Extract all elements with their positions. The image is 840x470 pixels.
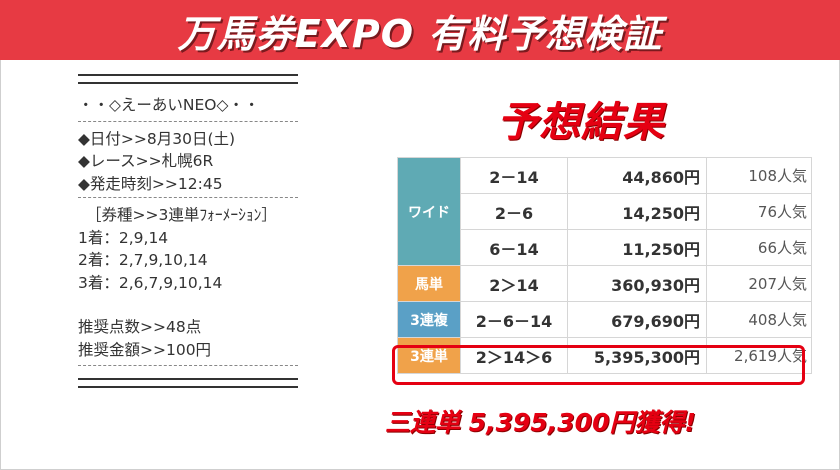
first-place: 1着：2,9,14 xyxy=(78,228,169,247)
payout-cell: 14,250円 xyxy=(567,193,707,230)
prediction-panel: ・・◇えーあいNEO◇・・ ◆日付>>8月30日(土) ◆レース>>札幌6R ◆… xyxy=(78,74,298,388)
combo-cell: 2－14 xyxy=(460,157,568,194)
table-row: 馬単 2＞14 360,930円 207人気 xyxy=(397,265,812,302)
double-rule-bottom xyxy=(78,378,298,388)
table-row: 3連単 2＞14＞6 5,395,300円 2,619人気 xyxy=(397,337,812,374)
category-sanrenpuku: 3連複 xyxy=(397,301,461,338)
category-umatan: 馬単 xyxy=(397,265,461,302)
combo-cell: 2＞14＞6 xyxy=(460,337,568,374)
combo-cell: 2－6 xyxy=(460,193,568,230)
combo-cell: 2＞14 xyxy=(460,265,568,302)
third-place: 3着：2,6,7,9,10,14 xyxy=(78,273,223,292)
category-wide: ワイド xyxy=(397,157,461,266)
dashed-divider xyxy=(78,120,298,122)
popularity-cell: 108人気 xyxy=(706,157,812,194)
table-row: 6－14 11,250円 66人気 xyxy=(398,229,812,266)
sanrentan-highlight-box xyxy=(392,345,805,385)
popularity-cell: 2,619人気 xyxy=(706,337,812,374)
payout-cell: 679,690円 xyxy=(567,301,707,338)
start-time: ◆発走時刻>>12:45 xyxy=(78,174,223,193)
recommended-points: 推奨点数>>48点 xyxy=(78,318,202,336)
result-heading: 予想結果 xyxy=(497,98,665,146)
recommended-amount: 推奨金額>>100円 xyxy=(78,340,212,359)
popularity-cell: 76人気 xyxy=(706,193,812,230)
payout-cell: 11,250円 xyxy=(567,229,707,266)
spacer xyxy=(78,294,298,316)
table-row: 3連複 2－6－14 679,690円 408人気 xyxy=(397,301,812,338)
race-date: ◆日付>>8月30日(土) xyxy=(78,129,236,148)
gain-text: 三連単 5,395,300円獲得! xyxy=(385,408,696,437)
ticket-type: ［券種>>3連単ﾌｫｰﾒｰｼｮﾝ］ xyxy=(86,206,277,224)
dashed-divider xyxy=(78,365,298,366)
combo-cell: 6－14 xyxy=(460,229,568,266)
predictor-name: ・・◇えーあいNEO◇・・ xyxy=(78,96,260,114)
payout-cell: 360,930円 xyxy=(567,265,707,302)
banner-title: 万馬券EXPO 有料予想検証 xyxy=(177,11,663,56)
double-rule-top xyxy=(78,74,298,84)
second-place: 2着：2,7,9,10,14 xyxy=(78,251,208,269)
table-row: ワイド 2－14 44,860円 108人気 xyxy=(397,157,812,266)
popularity-cell: 207人気 xyxy=(706,265,812,302)
popularity-cell: 66人気 xyxy=(706,229,812,266)
payout-cell: 5,395,300円 xyxy=(567,337,707,374)
result-table: ワイド 2－14 44,860円 108人気 2－6 14,250円 76人気 … xyxy=(397,157,812,374)
header-banner: 万馬券EXPO 有料予想検証 xyxy=(0,0,840,60)
race-name: ◆レース>>札幌6R xyxy=(78,152,214,170)
category-sanrentan: 3連単 xyxy=(397,337,461,374)
popularity-cell: 408人気 xyxy=(706,301,812,338)
table-row: 2－6 14,250円 76人気 xyxy=(398,193,812,230)
combo-cell: 2－6－14 xyxy=(460,301,568,338)
payout-cell: 44,860円 xyxy=(567,157,707,194)
dashed-divider xyxy=(78,197,298,198)
